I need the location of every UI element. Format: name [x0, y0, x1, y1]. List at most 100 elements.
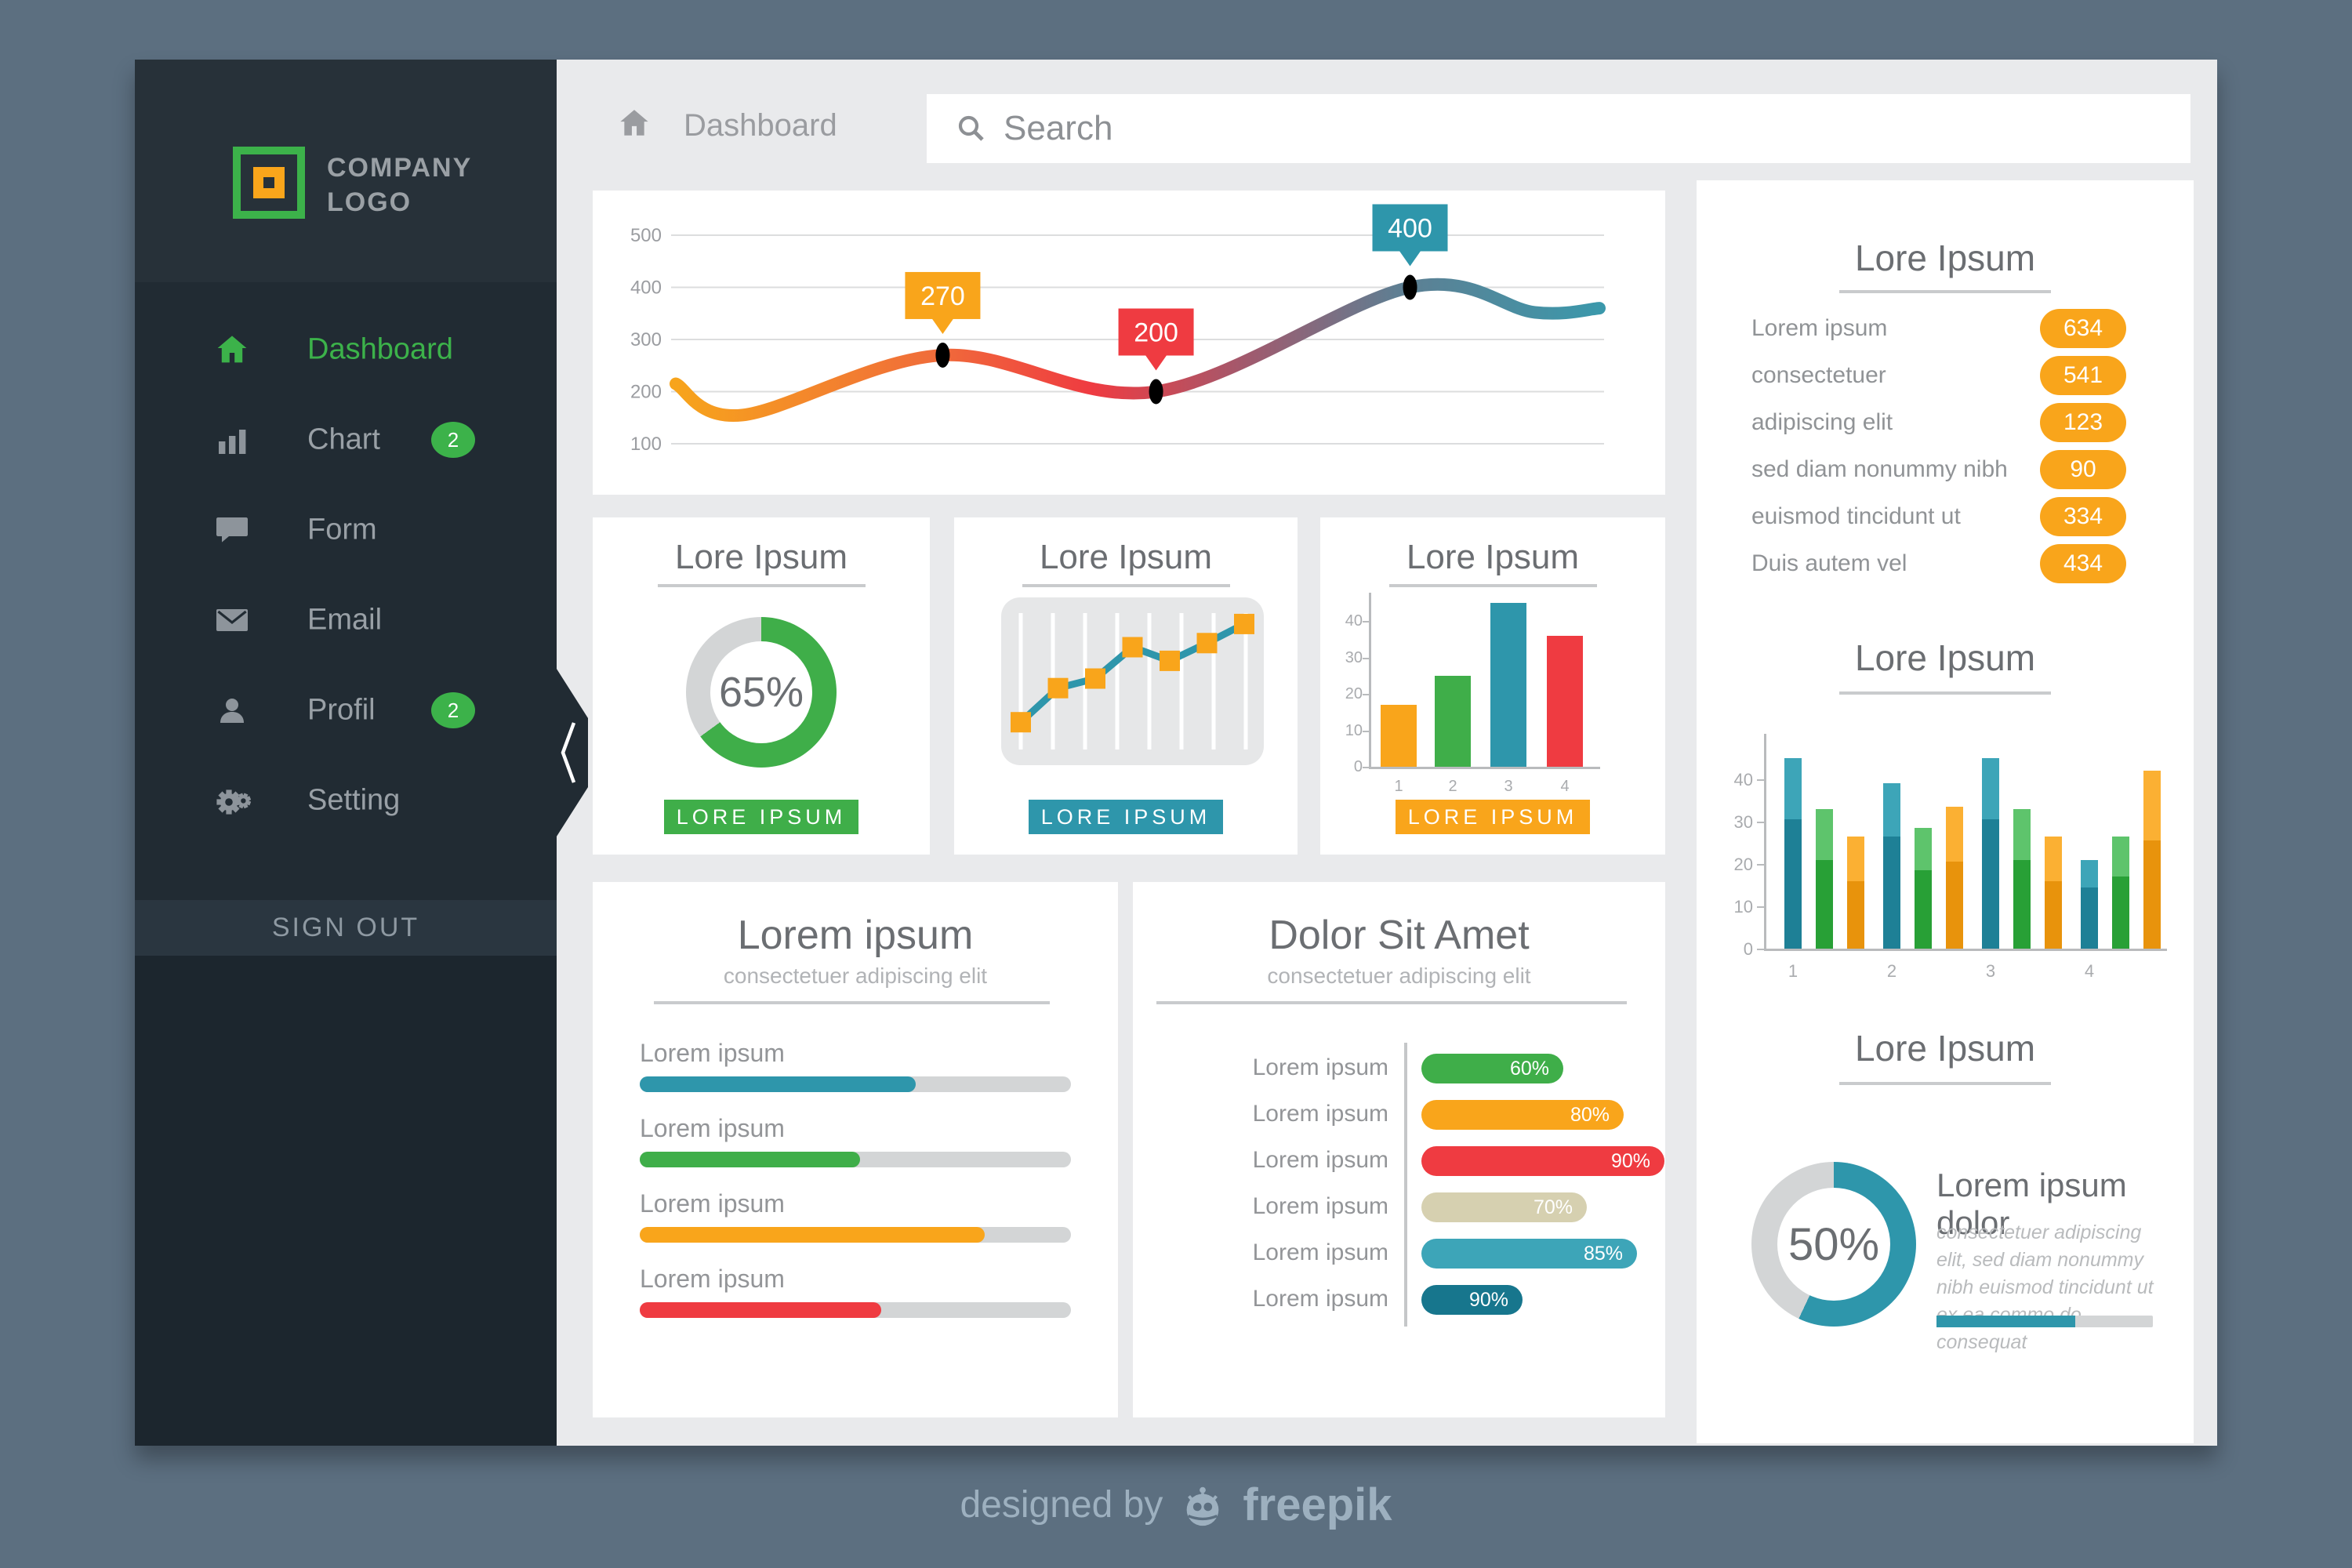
grouped-bar-teal — [2081, 859, 2098, 949]
progress-label: Lorem ipsum — [640, 1265, 785, 1293]
sidebar-item-label: Chart — [307, 423, 380, 456]
logo-inner-square — [253, 167, 285, 198]
bar-top-segment — [2013, 808, 2031, 860]
y-tick-label: 30 — [1345, 648, 1363, 666]
svg-text:200: 200 — [1134, 318, 1178, 348]
mini-line-chart-box — [1001, 597, 1264, 765]
hbar-pill: 90% — [1421, 1285, 1523, 1315]
hbar-pct-label: 70% — [1533, 1196, 1573, 1218]
footer-designed-by: designed by — [960, 1484, 1163, 1526]
stat-label: sed diam nonummy nibh — [1751, 456, 2008, 482]
sidebar-menu: Dashboard Chart 2 Form Email Profil 2 Setting — [135, 306, 557, 902]
hbar-pct-label: 60% — [1509, 1057, 1549, 1080]
divider — [1839, 691, 2051, 695]
sidebar-item-form[interactable]: Form — [135, 486, 557, 574]
hbar-pill: 90% — [1421, 1146, 1664, 1176]
user-icon — [213, 691, 251, 729]
trend-card-button[interactable]: LORE IPSUM — [1029, 800, 1223, 834]
grouped-bar-green — [1915, 828, 1932, 949]
gears-icon — [213, 782, 252, 819]
divider — [1022, 584, 1230, 587]
sidebar-item-label: Email — [307, 603, 383, 637]
grouped-bar-orange — [2045, 836, 2062, 949]
donut-value-label: 50% — [1788, 1218, 1880, 1270]
y-tick — [1363, 694, 1369, 696]
bar-top-segment — [2045, 836, 2062, 881]
card-title: Lore Ipsum — [1406, 538, 1580, 576]
hbar-pct-label: 90% — [1610, 1149, 1650, 1172]
sidebar-item-label: Form — [307, 513, 377, 546]
bar-top-segment — [1784, 758, 1802, 820]
progress-fill — [640, 1227, 985, 1243]
hbar-label: Lorem ipsum — [1252, 1147, 1388, 1173]
donut-card-button[interactable]: LORE IPSUM — [664, 800, 858, 834]
divider — [1156, 1001, 1627, 1004]
right-panel: Lore Ipsum Lorem ipsum 634 consectetuer 541… — [1697, 180, 2194, 1443]
sidebar-item-chart[interactable]: Chart 2 — [135, 396, 557, 484]
stat-label: Lorem ipsum — [1751, 315, 1888, 341]
bar-top-segment — [1915, 828, 1932, 871]
donut-value-label: 65% — [718, 669, 804, 716]
sidebar-item-email[interactable]: Email — [135, 576, 557, 664]
stat-badge: 434 — [2040, 544, 2126, 583]
grouped-bar-orange — [1946, 807, 1963, 949]
breadcrumb[interactable]: Dashboard — [684, 108, 837, 143]
hbar-pct-label: 85% — [1583, 1242, 1623, 1265]
y-tick-label: 30 — [1733, 812, 1753, 832]
progress-track — [640, 1302, 1071, 1318]
right-list-title: Lore Ipsum — [1854, 238, 2036, 278]
mini-line-chart — [1011, 613, 1254, 750]
hbar-label: Lorem ipsum — [1252, 1193, 1388, 1219]
hbar-pill: 80% — [1421, 1100, 1624, 1130]
x-axis — [1764, 949, 2167, 951]
y-tick-label: 40 — [1733, 770, 1753, 789]
progress-label: Lorem ipsum — [640, 1039, 785, 1067]
y-tick-label: 10 — [1733, 897, 1753, 916]
x-tick-label: 4 — [1560, 778, 1570, 795]
grouped-bar-orange — [1847, 836, 1864, 949]
sidebar: COMPANY LOGO Dashboard Chart 2 Form Email Pro… — [135, 60, 557, 1446]
mini-bar-chart: 40 30 20 10 0 1 2 3 4 — [1320, 585, 1665, 795]
card-subtitle: consectetuer adipiscing elit — [723, 964, 988, 988]
y-axis — [1369, 593, 1371, 769]
sidebar-item-label: Dashboard — [307, 332, 453, 366]
breadcrumb-home-icon[interactable] — [616, 105, 652, 141]
card-subtitle: consectetuer adipiscing elit — [1267, 964, 1531, 988]
stat-list: Lorem ipsum 634 consectetuer 541 adipiscing … — [1697, 180, 2194, 604]
stat-label: consectetuer — [1751, 362, 1886, 388]
bar-top-segment — [1847, 836, 1864, 881]
hbar-pct-label: 80% — [1570, 1103, 1610, 1126]
search-bar — [927, 94, 2190, 163]
search-input[interactable] — [1002, 108, 2100, 149]
x-tick-label: 1 — [1788, 961, 1798, 981]
bar-top-segment — [2143, 771, 2161, 841]
svg-text:400: 400 — [630, 278, 662, 299]
search-icon — [958, 115, 984, 141]
card-title: Lore Ipsum — [1039, 538, 1213, 576]
logo-line1: COMPANY — [327, 153, 473, 183]
hbar-pill: 85% — [1421, 1239, 1637, 1269]
stat-label: euismod tincidunt ut — [1751, 503, 1961, 529]
sidebar-item-profil[interactable]: Profil 2 — [135, 666, 557, 754]
grouped-bar-green — [1816, 808, 1833, 949]
progress-card: Lorem ipsum consectetuer adipiscing elit… — [593, 882, 1118, 1417]
sidebar-collapse-tab[interactable] — [555, 666, 588, 839]
sidebar-item-label: Profil — [307, 693, 376, 727]
x-tick-label: 2 — [1448, 778, 1457, 795]
y-tick-label: 20 — [1733, 855, 1753, 874]
company-logo-text: COMPANY LOGO — [327, 151, 472, 220]
overview-line-chart: 500 400 300 200 100 270 200 400 — [630, 204, 1606, 455]
progress-list: Lorem ipsum Lorem ipsum Lorem ipsum Lorem i… — [593, 882, 1118, 1417]
grouped-bar-teal — [1982, 758, 1999, 949]
stat-badge: 123 — [2040, 403, 2126, 442]
notification-badge: 2 — [431, 422, 475, 458]
sidebar-item-dashboard[interactable]: Dashboard — [135, 306, 557, 394]
bars-card-button[interactable]: LORE IPSUM — [1396, 800, 1590, 834]
svg-text:270: 270 — [920, 281, 965, 311]
sidebar-item-setting[interactable]: Setting — [135, 757, 557, 844]
footer-brand: freepik — [1243, 1479, 1392, 1530]
stat-badge: 541 — [2040, 356, 2126, 395]
stat-label: adipiscing elit — [1751, 409, 1893, 435]
sign-out-button[interactable]: SIGN OUT — [135, 900, 557, 956]
y-tick-label: 20 — [1345, 685, 1363, 703]
